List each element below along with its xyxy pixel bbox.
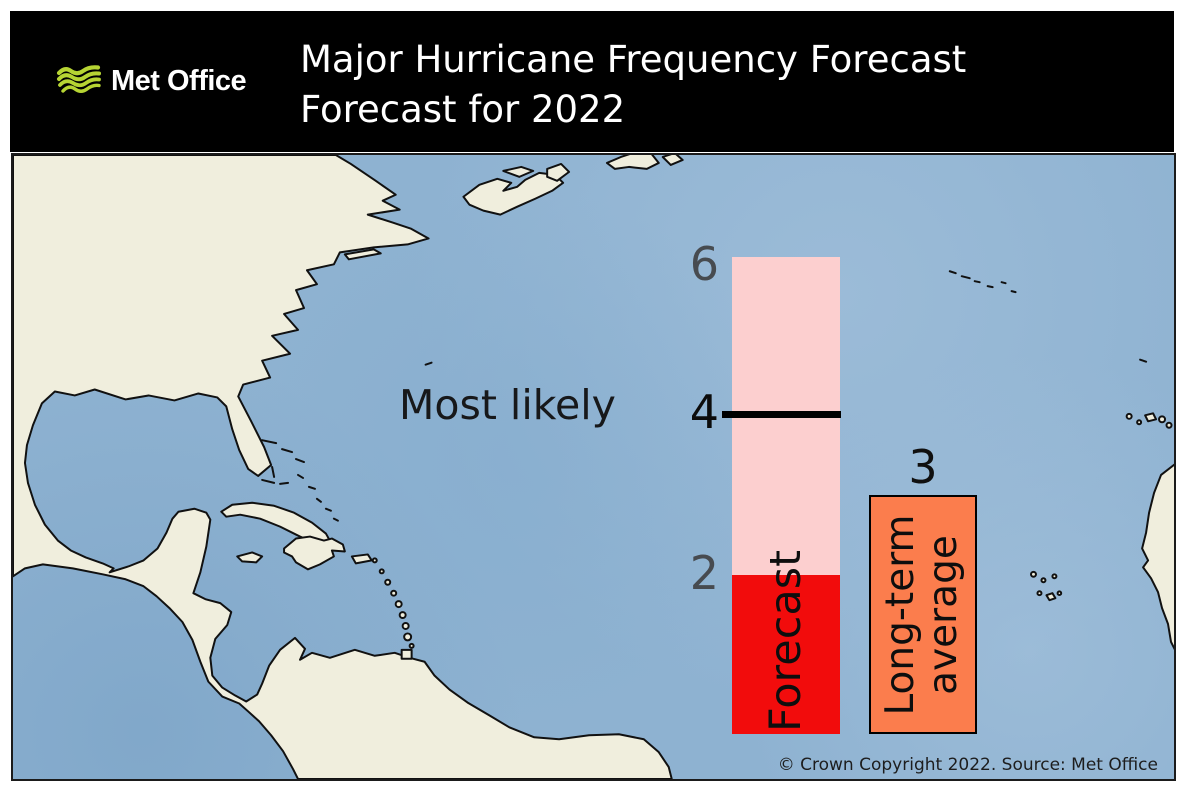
tick-most-likely: 4 — [689, 385, 719, 439]
title-block: Major Hurricane Frequency Forecast Forec… — [300, 35, 966, 135]
florida-keys-2 — [279, 481, 290, 485]
cape-verde — [1029, 570, 1037, 578]
long-term-average-bar — [869, 495, 977, 734]
most-likely-annotation: Most likely — [399, 381, 616, 429]
cape-breton — [546, 162, 571, 182]
newfoundland — [605, 155, 660, 170]
lesser-antilles — [371, 557, 378, 564]
header-bar: Met Office Major Hurricane Frequency For… — [10, 11, 1174, 152]
chart-subtitle: Forecast for 2022 — [300, 88, 626, 131]
bahamas — [261, 439, 339, 522]
bermuda — [424, 361, 433, 366]
long-term-average-label-line2: average — [921, 535, 966, 695]
met-office-waves-icon — [56, 64, 101, 93]
west-africa — [1141, 463, 1174, 651]
chart-title: Major Hurricane Frequency Forecast — [300, 38, 967, 81]
azores — [948, 270, 1017, 294]
prince-edward-island — [502, 165, 535, 178]
forecast-bar-label: Forecast — [761, 550, 811, 732]
average-value-label: 3 — [908, 440, 938, 494]
americas-landmass — [13, 155, 673, 779]
newfoundland-2 — [661, 155, 684, 166]
long-term-average-label: Long-term average — [878, 485, 966, 745]
long-island — [343, 248, 382, 261]
most-likely-marker — [722, 411, 841, 418]
madeira — [1139, 358, 1148, 363]
forecast-solid-bar — [732, 575, 840, 734]
met-office-logo: Met Office — [56, 11, 247, 152]
tick-range-high: 6 — [689, 237, 719, 291]
map-panel: Most likely 6 4 2 3 Forecast Long-term a… — [11, 153, 1176, 781]
trinidad — [400, 648, 413, 660]
atlantic-basin-map — [13, 155, 1174, 779]
canary-islands — [1125, 412, 1133, 420]
met-office-wordmark: Met Office — [111, 65, 247, 97]
long-term-average-label-line1: Long-term — [878, 514, 924, 716]
copyright-notice: © Crown Copyright 2022. Source: Met Offi… — [777, 755, 1158, 775]
hispaniola — [283, 535, 346, 571]
florida-keys — [261, 478, 276, 484]
jamaica — [236, 551, 264, 564]
tick-range-low: 2 — [689, 546, 719, 600]
